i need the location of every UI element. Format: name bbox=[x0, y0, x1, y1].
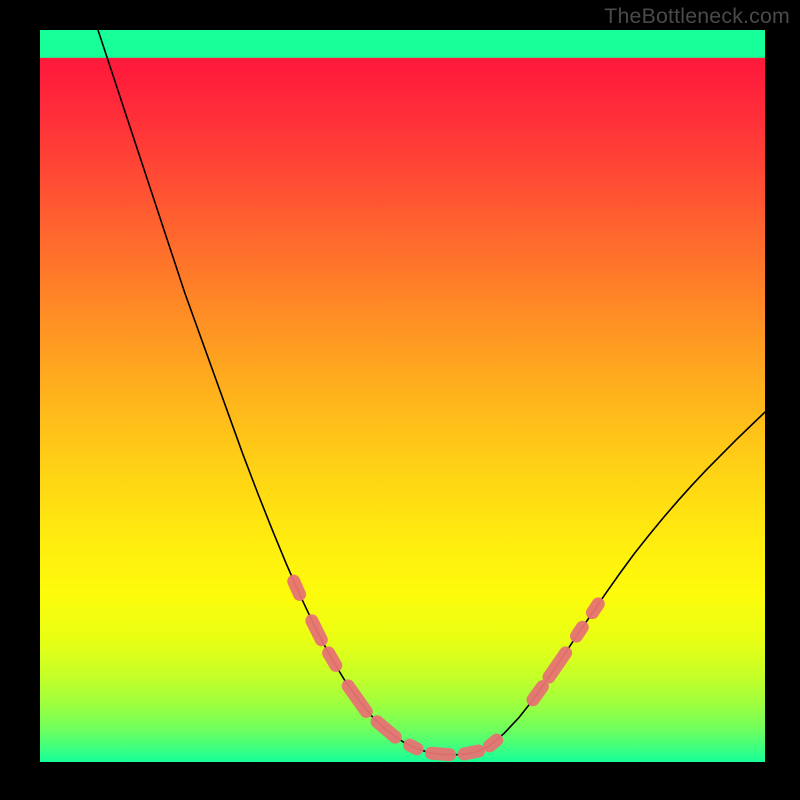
curve-marker bbox=[592, 604, 598, 613]
curve-marker bbox=[312, 621, 321, 640]
curve-marker bbox=[464, 751, 479, 754]
curve-marker bbox=[432, 753, 450, 754]
curve-marker bbox=[410, 745, 417, 749]
gradient-background bbox=[40, 30, 765, 762]
bottom-band bbox=[40, 30, 765, 58]
watermark-text: TheBottleneck.com bbox=[604, 4, 790, 29]
curve-marker bbox=[577, 627, 583, 636]
plot-area bbox=[40, 30, 765, 762]
chart-canvas: TheBottleneck.com bbox=[0, 0, 800, 800]
plot-svg bbox=[40, 30, 765, 762]
curve-marker bbox=[490, 740, 497, 746]
curve-marker bbox=[329, 653, 336, 665]
curve-marker bbox=[294, 581, 300, 594]
curve-marker bbox=[533, 687, 542, 700]
